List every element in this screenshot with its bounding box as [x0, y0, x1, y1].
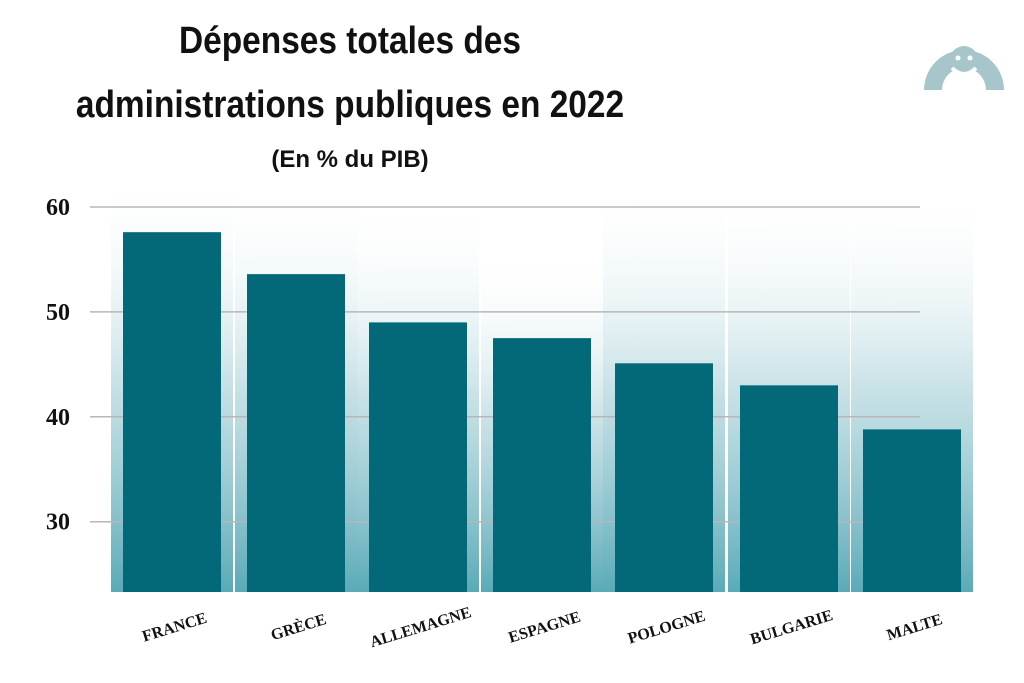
y-tick-label: 30 — [46, 510, 70, 536]
x-tick-label: MALTE — [885, 611, 945, 644]
bar-malte — [863, 429, 961, 592]
y-tick-label: 40 — [46, 405, 70, 431]
chart-title-line2: administrations publiques en 2022 — [75, 84, 625, 126]
bar-bulgarie — [740, 385, 838, 592]
bar-france — [123, 232, 221, 592]
bar-allemagne — [369, 322, 467, 592]
x-tick-label: FRANCE — [140, 610, 209, 646]
x-tick-label: ALLEMAGNE — [368, 604, 473, 651]
x-tick-label: ESPAGNE — [507, 609, 583, 647]
arch-smile-logo-icon — [924, 46, 1004, 90]
x-tick-label: POLOGNE — [626, 608, 707, 648]
x-tick-label: BULGARIE — [748, 607, 835, 648]
chart-subtitle: (En % du PIB) — [271, 146, 429, 173]
y-tick-label: 60 — [46, 195, 70, 221]
bar-grèce — [247, 274, 345, 592]
bar-espagne — [493, 338, 591, 592]
bar-pologne — [615, 363, 713, 592]
chart-title-line1: Dépenses totales des — [179, 20, 521, 62]
x-tick-label: GRÈCE — [268, 609, 328, 644]
y-tick-label: 50 — [46, 300, 70, 326]
